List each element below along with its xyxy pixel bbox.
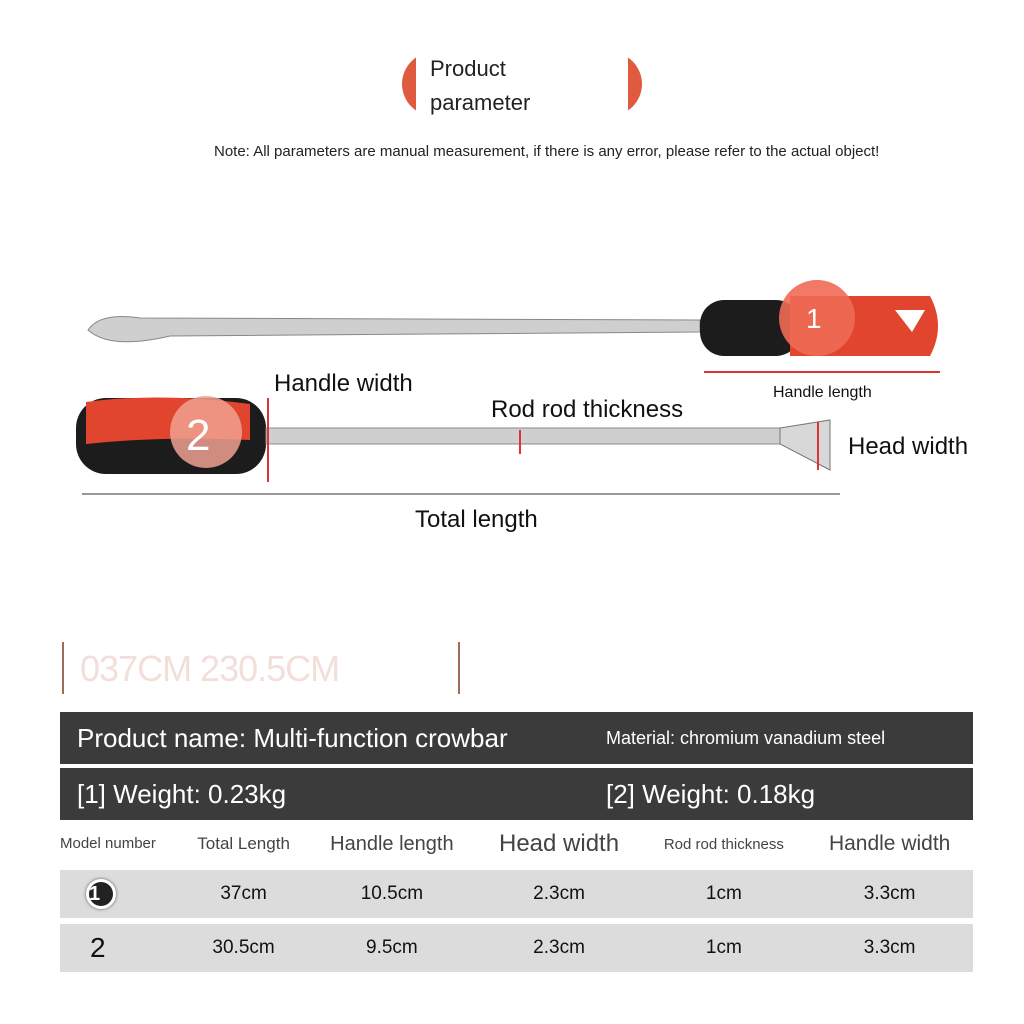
label-head-width: Head width xyxy=(848,433,969,460)
badge-2: 2 xyxy=(186,411,210,460)
header-head-width: Head width xyxy=(499,830,620,857)
weight-1: [1] Weight: 0.23kg xyxy=(77,779,287,809)
title-line1: Product xyxy=(430,56,506,81)
crowbar-2 xyxy=(76,396,831,474)
badge-1: 1 xyxy=(806,303,822,334)
cell-total-length: 37cm xyxy=(180,870,308,918)
cell-head-width: 2.3cm xyxy=(476,870,642,918)
header-total-length: Total Length xyxy=(197,834,290,853)
weight-2: [2] Weight: 0.18kg xyxy=(606,779,816,809)
header-model: Model number xyxy=(60,835,156,852)
faded-text: 037CM 230.5CM xyxy=(80,648,340,689)
model-badge: 2 xyxy=(90,932,106,963)
cell-handle-width: 3.3cm xyxy=(806,924,973,972)
model-cell: 1 xyxy=(60,870,180,918)
product-info-bar: Product name: Multi-function crowbar Mat… xyxy=(60,712,973,764)
model-badge: 1 xyxy=(86,879,116,909)
label-total-length: Total length xyxy=(415,506,538,533)
cell-head-width: 2.3cm xyxy=(476,924,642,972)
cell-total-length: 30.5cm xyxy=(180,924,308,972)
cell-handle-width: 3.3cm xyxy=(806,870,973,918)
crowbar-diagram: 1 2 xyxy=(76,280,940,495)
page-title: Product parameter xyxy=(430,52,530,120)
product-name: Product name: Multi-function crowbar xyxy=(77,723,508,753)
spec-table: Model number Total Length Handle length … xyxy=(60,818,973,978)
table-row: 1 37cm 10.5cm 2.3cm 1cm 3.3cm xyxy=(60,870,973,918)
table-row: 2 30.5cm 9.5cm 2.3cm 1cm 3.3cm xyxy=(60,924,973,972)
label-handle-width: Handle width xyxy=(274,370,413,397)
cell-handle-length: 10.5cm xyxy=(307,870,477,918)
header-handle-width: Handle width xyxy=(828,832,951,855)
header-handle-length: Handle length xyxy=(330,832,454,855)
model-cell: 2 xyxy=(60,924,180,972)
title-pill xyxy=(402,52,642,116)
material: Material: chromium vanadium steel xyxy=(606,728,886,748)
divider-left xyxy=(62,642,64,694)
label-rod-thickness: Rod rod thickness xyxy=(491,396,684,423)
crowbar-1 xyxy=(87,280,938,356)
cell-rod-thickness: 1cm xyxy=(641,870,807,918)
cell-rod-thickness: 1cm xyxy=(641,924,807,972)
cell-handle-length: 9.5cm xyxy=(307,924,477,972)
weight-bar: [1] Weight: 0.23kg [2] Weight: 0.18kg xyxy=(60,768,973,820)
header-rod-thickness: Rod rod thickness xyxy=(663,835,784,853)
measurement-note: Note: All parameters are manual measurem… xyxy=(214,143,880,160)
table-header: Model number Total Length Handle length … xyxy=(60,824,973,864)
title-line2: parameter xyxy=(430,90,531,115)
divider-right xyxy=(458,642,460,694)
label-handle-length: Handle length xyxy=(773,384,872,401)
